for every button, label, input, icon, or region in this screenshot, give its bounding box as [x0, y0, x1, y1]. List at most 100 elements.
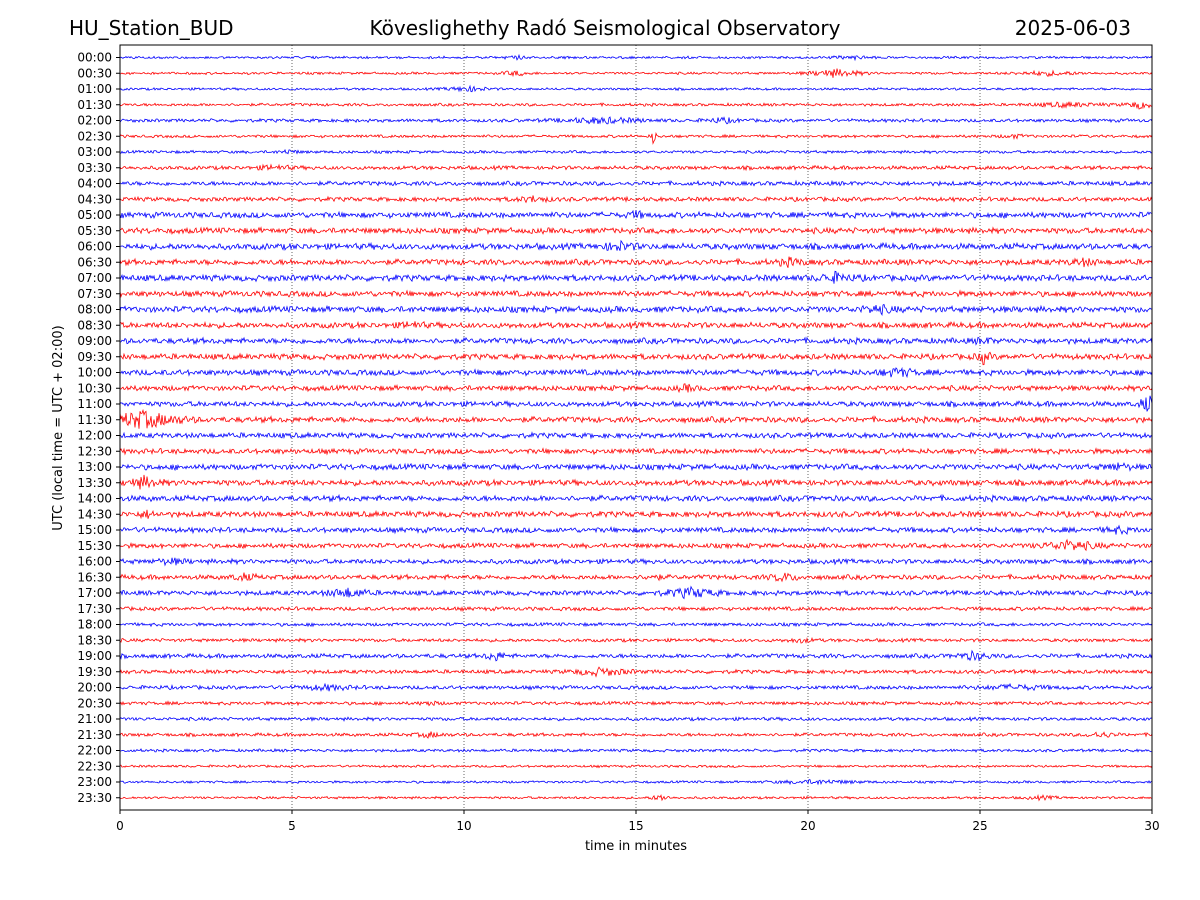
trace-1330	[119, 474, 1153, 490]
row-time-label: 04:30	[77, 192, 112, 206]
trace-1830	[119, 636, 1153, 644]
trace-0600	[120, 239, 1153, 251]
trace-2230	[119, 764, 1153, 769]
row-time-label: 17:30	[77, 602, 112, 616]
trace-0530	[119, 226, 1153, 236]
row-time-label: 18:00	[77, 618, 112, 632]
trace-0930	[119, 351, 1153, 366]
row-time-label: 23:00	[77, 775, 112, 789]
trace-1930	[119, 666, 1153, 678]
row-time-label: 06:00	[77, 240, 112, 254]
row-time-label: 00:00	[77, 51, 112, 65]
x-tick-label: 5	[288, 819, 296, 833]
row-time-label: 13:30	[77, 476, 112, 490]
trace-1900	[119, 649, 1153, 662]
trace-0030	[119, 68, 1153, 78]
trace-2030	[119, 700, 1153, 707]
trace-2000	[119, 682, 1153, 692]
trace-0900	[119, 336, 1153, 346]
row-time-label: 02:00	[77, 114, 112, 128]
trace-1800	[119, 621, 1153, 628]
x-tick-label: 20	[800, 819, 815, 833]
trace-1700	[119, 585, 1153, 600]
row-time-label: 07:30	[77, 287, 112, 301]
trace-0830	[119, 320, 1153, 331]
trace-0700	[119, 270, 1153, 284]
trace-1530	[119, 538, 1153, 552]
row-time-label: 14:30	[77, 507, 112, 521]
trace-1730	[119, 605, 1153, 612]
trace-1230	[119, 447, 1153, 456]
seismic-traces	[119, 53, 1153, 802]
trace-2300	[119, 779, 1153, 786]
trace-1200	[119, 431, 1153, 440]
row-time-label: 11:00	[77, 397, 112, 411]
row-time-label: 09:00	[77, 334, 112, 348]
trace-0200	[119, 116, 1153, 125]
row-time-label: 12:30	[77, 444, 112, 458]
x-tick-labels: 0 5 10 15 20 25 30	[116, 810, 1160, 833]
trace-0330	[119, 163, 1153, 172]
x-axis-label: time in minutes	[585, 839, 687, 854]
row-time-label: 08:00	[77, 303, 112, 317]
trace-0130	[119, 101, 1153, 110]
row-time-label: 05:30	[77, 224, 112, 238]
row-time-label: 05:00	[77, 208, 112, 222]
trace-2100	[119, 716, 1153, 722]
row-time-label: 07:00	[77, 271, 112, 285]
trace-0230	[119, 132, 1153, 145]
row-time-label: 23:30	[77, 791, 112, 805]
x-tick-label: 15	[628, 819, 643, 833]
row-time-label: 03:30	[77, 161, 112, 175]
row-time-label: 01:00	[77, 82, 112, 96]
trace-1400	[119, 493, 1153, 503]
row-time-label: 19:00	[77, 649, 112, 663]
row-time-label: 22:00	[77, 744, 112, 758]
trace-1430	[119, 509, 1153, 520]
row-time-label: 08:30	[77, 318, 112, 332]
row-time-label: 12:00	[77, 429, 112, 443]
row-time-label: 19:30	[77, 665, 112, 679]
date-label: 2025-06-03	[1015, 16, 1131, 40]
row-time-label: 22:30	[77, 759, 112, 773]
trace-1300	[119, 462, 1153, 472]
trace-0430	[119, 195, 1153, 204]
row-time-label: 18:30	[77, 633, 112, 647]
trace-1000	[119, 366, 1153, 379]
trace-0630	[119, 256, 1153, 268]
trace-0100	[119, 84, 1153, 93]
trace-1600	[119, 557, 1153, 567]
trace-1130	[119, 408, 1153, 429]
trace-2330	[119, 793, 1153, 802]
row-time-label: 13:00	[77, 460, 112, 474]
vertical-gridlines	[291, 45, 981, 810]
trace-0000	[119, 53, 1153, 62]
row-time-label: 21:00	[77, 712, 112, 726]
row-time-label: 16:00	[77, 555, 112, 569]
row-time-label: 01:30	[77, 98, 112, 112]
plot-frame	[119, 44, 1153, 811]
row-time-label: 06:30	[77, 255, 112, 269]
row-time-label: 16:30	[77, 570, 112, 584]
trace-1500	[119, 524, 1153, 536]
x-tick-label: 25	[972, 819, 987, 833]
trace-2130	[119, 731, 1153, 739]
row-time-label: 11:30	[77, 413, 112, 427]
row-time-label: 20:00	[77, 681, 112, 695]
row-time-label: 20:30	[77, 696, 112, 710]
x-tick-label: 0	[116, 819, 124, 833]
row-time-label: 04:00	[77, 177, 112, 191]
trace-1030	[119, 383, 1153, 394]
y-axis-label: UTC (local time = UTC + 02:00)	[51, 325, 66, 530]
row-time-label: 10:30	[77, 381, 112, 395]
trace-0800	[119, 303, 1153, 316]
trace-2200	[119, 747, 1153, 753]
trace-0400	[119, 179, 1153, 187]
row-time-label: 15:30	[77, 539, 112, 553]
trace-1100	[119, 395, 1153, 412]
row-time-label: 09:30	[77, 350, 112, 364]
row-time-label: 15:00	[77, 523, 112, 537]
row-time-label: 03:00	[77, 145, 112, 159]
